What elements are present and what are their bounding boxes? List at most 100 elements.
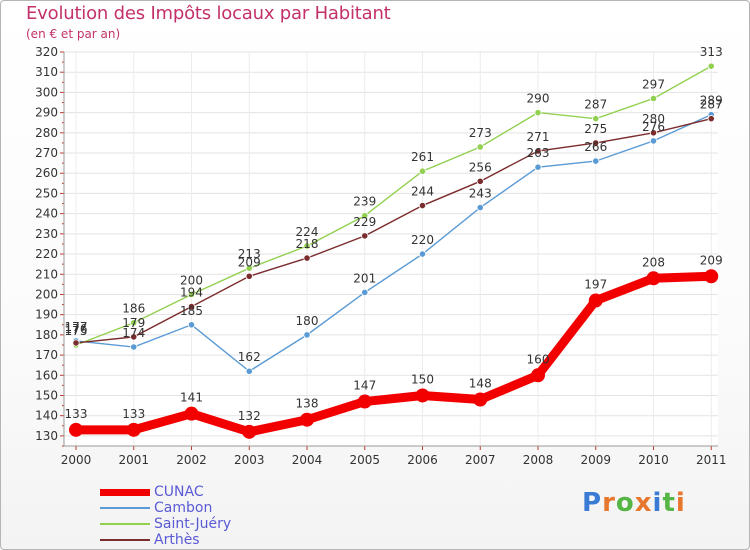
y-tick-label: 140 [35, 409, 58, 423]
data-label-cambon: 263 [527, 146, 550, 160]
data-label-cambon: 289 [700, 94, 723, 108]
data-point-cunac [646, 271, 661, 286]
series-cunac [69, 269, 719, 439]
data-point-cunac [415, 388, 430, 403]
y-tick-label: 240 [35, 207, 58, 221]
y-tick-label: 170 [35, 348, 58, 362]
data-label-cunac: 197 [584, 278, 607, 292]
data-label-arth-s: 287 [700, 98, 723, 112]
data-point-cambon [245, 367, 253, 375]
y-tick-label: 300 [35, 85, 58, 99]
data-point-cambon [303, 331, 311, 339]
x-tick-label: 2011 [696, 453, 727, 467]
y-tick-label: 130 [35, 429, 58, 443]
data-label-saint-ju-ry: 224 [296, 225, 319, 239]
data-point-cunac [704, 269, 719, 284]
data-point-arth-s [592, 139, 600, 147]
data-point-cambon [187, 321, 196, 329]
data-label-saint-ju-ry: 313 [700, 45, 723, 59]
y-tick-label: 320 [35, 45, 58, 59]
data-label-cunac: 150 [411, 372, 434, 386]
data-label-saint-ju-ry: 175 [65, 324, 88, 338]
data-point-saint-ju-ry [592, 115, 600, 123]
data-point-saint-ju-ry [707, 62, 715, 70]
x-tick-label: 2010 [638, 453, 669, 467]
legend-label-saint-ju-ry: Saint-Juéry [154, 516, 232, 532]
data-point-arth-s [72, 339, 80, 347]
legend-label-cunac: CUNAC [154, 484, 204, 500]
data-point-saint-ju-ry [187, 290, 196, 299]
data-label-saint-ju-ry: 273 [469, 126, 492, 140]
data-label-saint-ju-ry: 239 [353, 195, 376, 209]
data-label-arth-s: 244 [411, 185, 434, 199]
legend-swatch-cunac [100, 489, 150, 496]
data-label-saint-ju-ry: 297 [642, 77, 665, 91]
data-label-cunac: 208 [642, 255, 665, 269]
data-point-saint-ju-ry [130, 319, 138, 327]
data-label-cambon: 276 [642, 120, 665, 134]
y-tick-label: 210 [35, 267, 58, 281]
legend-swatch-saint-ju-ry [100, 523, 150, 525]
data-label-cunac: 209 [700, 253, 723, 267]
data-label-cambon: 174 [122, 326, 145, 340]
series-line-cambon [75, 113, 712, 373]
data-label-cunac: 160 [527, 352, 550, 366]
data-point-cunac [531, 368, 545, 383]
data-label-cambon: 266 [584, 140, 607, 154]
series-saint-ju-ry [72, 62, 715, 349]
data-point-cambon [361, 288, 369, 297]
logo-letter: r [602, 488, 616, 518]
data-point-saint-ju-ry [649, 94, 658, 103]
data-point-cunac [473, 392, 488, 407]
data-point-arth-s [476, 177, 484, 185]
x-tick-label: 2004 [292, 453, 323, 467]
data-point-saint-ju-ry [418, 167, 427, 175]
series-arth-s [72, 115, 715, 347]
data-label-arth-s: 256 [469, 160, 492, 174]
series-line-arth-s [75, 117, 712, 344]
y-tick-label: 190 [35, 308, 58, 322]
data-point-arth-s [418, 201, 427, 210]
data-point-cambon [649, 137, 658, 145]
data-point-cambon [476, 203, 484, 212]
y-tick-label: 200 [35, 287, 58, 301]
y-tick-label: 260 [35, 166, 58, 180]
data-label-arth-s: 218 [296, 237, 319, 251]
plot-area [64, 52, 718, 446]
data-label-cunac: 148 [469, 377, 492, 391]
data-point-saint-ju-ry [245, 264, 253, 272]
logo-letter: i [652, 488, 663, 518]
data-label-saint-ju-ry: 261 [411, 150, 434, 164]
x-tick-label: 2002 [176, 453, 207, 467]
data-label-cunac: 133 [122, 407, 145, 421]
data-point-arth-s [707, 115, 715, 123]
x-tick-label: 2001 [118, 453, 149, 467]
data-label-cambon: 162 [238, 350, 261, 364]
series-line-cunac [71, 271, 716, 437]
legend-label-arth-s: Arthès [154, 532, 200, 548]
grid-layer [64, 51, 718, 446]
legend-swatch-cambon [100, 507, 150, 509]
series-line-saint-ju-ry [75, 65, 712, 346]
data-point-saint-ju-ry [534, 109, 542, 117]
data-label-arth-s: 194 [180, 286, 203, 300]
data-label-cunac: 133 [65, 407, 88, 421]
data-point-saint-ju-ry [303, 242, 311, 250]
data-point-cunac [588, 293, 603, 308]
y-tick-label: 280 [35, 126, 58, 140]
data-point-arth-s [649, 129, 658, 137]
data-label-cunac: 147 [353, 379, 376, 393]
y-tick-label: 160 [35, 368, 58, 382]
data-label-cambon: 185 [180, 304, 203, 318]
data-point-arth-s [130, 333, 138, 341]
data-label-cambon: 180 [296, 314, 319, 328]
data-label-saint-ju-ry: 287 [584, 98, 607, 112]
data-point-saint-ju-ry [476, 143, 484, 151]
data-label-arth-s: 271 [527, 130, 550, 144]
data-point-cunac [300, 412, 314, 427]
data-point-arth-s [303, 254, 311, 262]
logo-letter: t [662, 488, 676, 518]
data-label-arth-s: 229 [353, 215, 376, 229]
